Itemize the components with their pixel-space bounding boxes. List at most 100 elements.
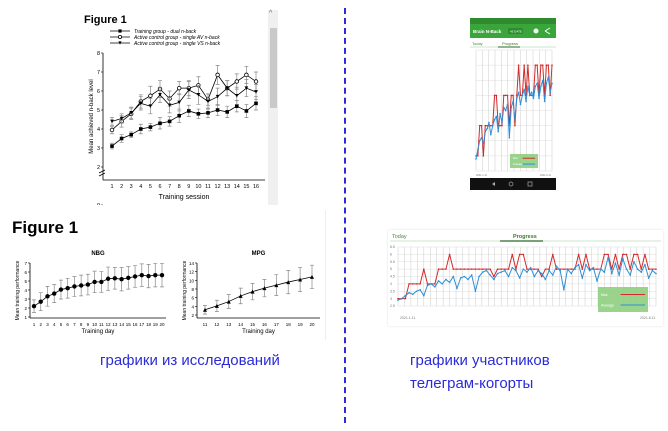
data-point [485, 269, 488, 272]
data-point [244, 86, 249, 90]
x-tick-label: 6 [158, 184, 161, 190]
y-tick-label: 4 [390, 282, 392, 286]
x-tick-label: 10 [92, 322, 98, 327]
x-axis-label: Training day [242, 329, 275, 335]
legend-max-label: Max [513, 157, 518, 160]
data-point [511, 253, 514, 256]
x-tick-label: 10 [195, 184, 201, 190]
data-point [503, 106, 505, 109]
data-point [517, 91, 520, 94]
data-point [636, 253, 639, 256]
y-tick-label: 3 [97, 146, 100, 152]
y-tick-label: 1 [24, 315, 27, 320]
x-tick-label: 1 [33, 322, 36, 327]
x-tick-label: 13 [226, 322, 232, 327]
data-point [588, 269, 591, 272]
x-tick-label: 13 [224, 184, 230, 190]
data-point [625, 253, 628, 256]
data-point [549, 91, 551, 94]
data-point [519, 103, 522, 106]
x-tick-label: 16 [253, 184, 259, 190]
data-point [549, 94, 551, 97]
data-point [167, 119, 172, 124]
data-point [540, 85, 542, 88]
data-point [129, 132, 133, 137]
legend-average-label: Average [601, 304, 614, 308]
data-point [599, 268, 602, 270]
data-point [540, 272, 543, 275]
data-point [153, 272, 158, 278]
legend-label: Active control group - single VS n-back [133, 41, 221, 47]
data-point [547, 64, 550, 66]
data-point [536, 64, 538, 66]
data-point [463, 275, 466, 278]
date-start: 2021.1.11 [400, 316, 415, 320]
data-point [523, 88, 525, 91]
data-point [629, 274, 631, 276]
data-point [622, 258, 624, 260]
y-tick-label: 5 [390, 267, 392, 271]
data-point [132, 274, 138, 279]
y-tick-label: 12 [189, 270, 195, 275]
x-tick-label: 3 [46, 322, 49, 327]
data-point [540, 64, 542, 66]
x-tick-label: 7 [73, 322, 76, 327]
data-point [633, 260, 635, 263]
data-point [415, 290, 418, 293]
data-point [139, 127, 143, 131]
x-tick-label: 5 [60, 322, 63, 327]
data-point [254, 90, 258, 94]
data-point [118, 34, 123, 39]
data-point [434, 286, 436, 288]
data-point [146, 273, 151, 279]
data-point [397, 297, 399, 300]
data-point [622, 253, 624, 256]
data-point [52, 291, 57, 296]
x-tick-label: 20 [309, 322, 315, 327]
data-point [452, 268, 455, 270]
data-point [58, 287, 64, 292]
data-point [437, 280, 440, 282]
data-point [226, 299, 231, 304]
data-point [507, 268, 510, 270]
x-tick-label: 4 [139, 184, 142, 190]
x-tick-label: 14 [234, 184, 240, 190]
figure-title: Figure 1 [84, 14, 127, 26]
x-tick-label: 11 [99, 322, 104, 327]
scroll-up-icon[interactable]: ^ [269, 10, 273, 17]
data-point [159, 272, 165, 278]
data-point [644, 263, 646, 266]
x-tick-label: 9 [87, 322, 90, 327]
data-point [139, 272, 144, 278]
data-point [105, 276, 111, 281]
data-point [481, 268, 484, 270]
data-point [478, 268, 480, 270]
data-point [512, 94, 514, 97]
data-point [515, 97, 518, 100]
data-point [206, 111, 210, 115]
x-tick-label: 2 [39, 322, 42, 327]
data-point [109, 127, 115, 133]
x-tick-label: 19 [298, 322, 304, 327]
data-point [78, 283, 84, 288]
data-point [532, 97, 535, 100]
data-point [408, 283, 410, 285]
data-point [167, 103, 172, 108]
data-point [196, 93, 201, 97]
data-point [274, 283, 279, 288]
data-point [499, 112, 501, 115]
data-point [559, 269, 561, 272]
data-point [614, 253, 617, 256]
data-point [262, 286, 267, 291]
data-point [419, 288, 421, 291]
scrollbar-thumb[interactable] [270, 28, 277, 108]
x-tick-label: 8 [80, 322, 83, 327]
data-point [234, 79, 239, 84]
data-point [38, 299, 43, 304]
status-bar [470, 18, 556, 24]
data-point [456, 268, 458, 270]
data-point [566, 268, 569, 270]
data-point [493, 94, 496, 97]
data-point [467, 278, 469, 281]
